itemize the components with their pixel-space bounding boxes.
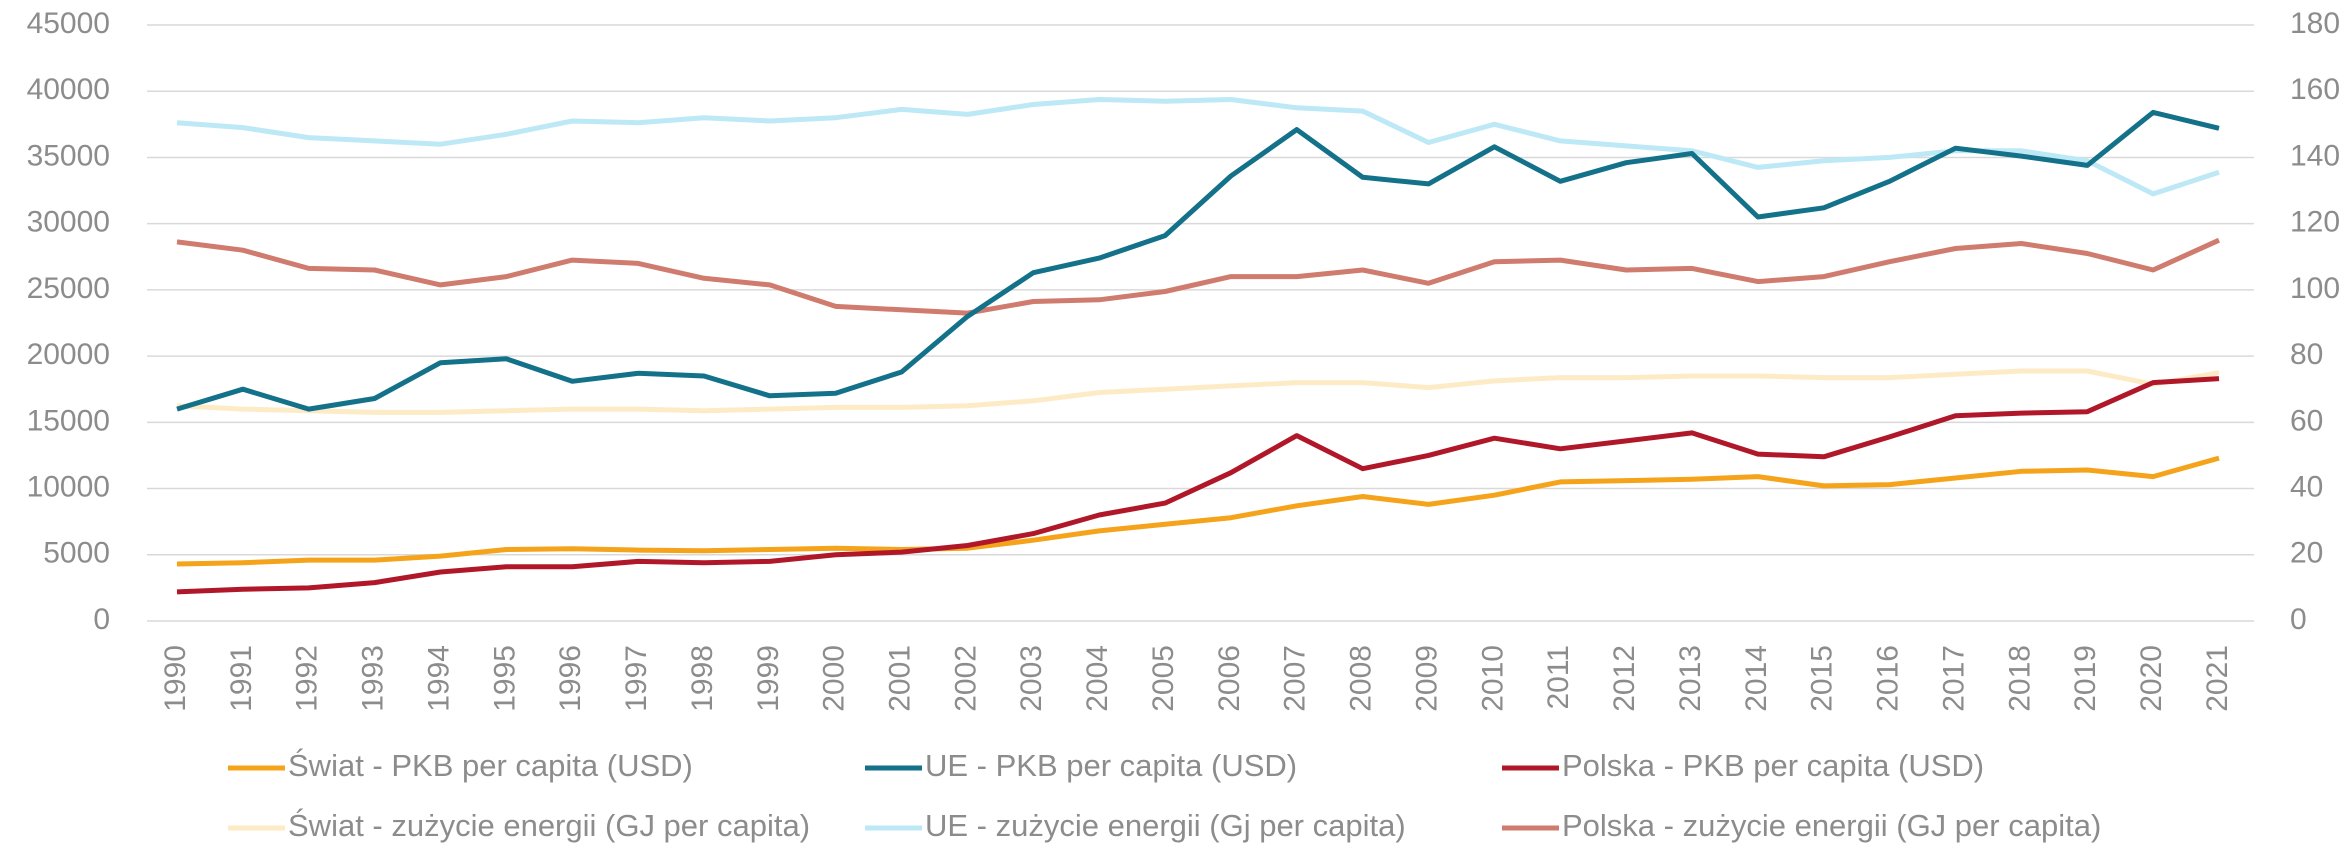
x-tick-label: 2015 <box>1806 645 1839 712</box>
x-tick-label: 1992 <box>291 645 324 712</box>
x-tick-label: 1990 <box>159 645 192 712</box>
legend-label: UE - zużycie energii (Gj per capita) <box>925 808 1406 843</box>
series-line <box>176 368 2220 415</box>
x-tick-label: 2008 <box>1345 645 1378 712</box>
y2-tick-label: 60 <box>2290 404 2323 437</box>
x-tick-label: 2012 <box>1608 645 1641 712</box>
x-tick-label: 2017 <box>1937 645 1970 712</box>
y-tick-label: 15000 <box>27 404 110 437</box>
y-tick-label: 45000 <box>27 7 110 40</box>
x-tick-label: 2007 <box>1279 645 1312 712</box>
series-line <box>176 97 2220 197</box>
series-line <box>176 237 2221 316</box>
y-tick-label: 30000 <box>27 206 110 239</box>
x-tick-label: 2019 <box>2069 645 2102 712</box>
y2-tick-label: 0 <box>2290 603 2307 636</box>
x-tick-label: 1998 <box>686 645 719 712</box>
series-line <box>176 376 2220 595</box>
x-tick-label: 2016 <box>1872 645 1905 712</box>
x-tick-label: 1991 <box>225 645 258 712</box>
x-tick-label: 1995 <box>488 645 521 712</box>
x-tick-label: 2009 <box>1410 645 1443 712</box>
legend-label: Świat - zużycie energii (GJ per capita) <box>288 807 810 843</box>
x-tick-label: 2013 <box>1674 645 1707 712</box>
x-tick-label: 1997 <box>620 645 653 712</box>
x-tick-label: 1993 <box>357 645 390 712</box>
y-tick-label: 20000 <box>27 338 110 371</box>
legend-label: Świat - PKB per capita (USD) <box>288 747 693 783</box>
x-tick-label: 2011 <box>1542 645 1575 710</box>
y-tick-label: 40000 <box>27 73 110 106</box>
y2-tick-label: 140 <box>2290 139 2340 172</box>
series-line <box>176 109 2220 412</box>
x-tick-label: 2000 <box>818 645 851 712</box>
x-tick-label: 2002 <box>949 645 982 712</box>
legend-label: Polska - PKB per capita (USD) <box>1562 748 1984 783</box>
x-tick-label: 2021 <box>2201 645 2234 712</box>
x-tick-label: 2005 <box>1147 645 1180 712</box>
y2-tick-label: 160 <box>2290 73 2340 106</box>
y2-tick-label: 40 <box>2290 470 2323 503</box>
y-tick-label: 0 <box>93 603 110 636</box>
y-tick-label: 5000 <box>43 537 110 570</box>
x-tick-label: 2014 <box>1740 645 1773 712</box>
x-tick-label: 1994 <box>422 645 455 712</box>
y-tick-label: 25000 <box>27 272 110 305</box>
legend-label: UE - PKB per capita (USD) <box>925 748 1297 783</box>
x-tick-label: 2010 <box>1476 645 1509 712</box>
y2-tick-label: 120 <box>2290 206 2340 239</box>
legend-label: Polska - zużycie energii (GJ per capita) <box>1562 808 2101 843</box>
x-tick-label: 2006 <box>1213 645 1246 712</box>
x-tick-label: 2003 <box>1015 645 1048 712</box>
y2-tick-label: 20 <box>2290 537 2323 570</box>
x-tick-label: 1999 <box>752 645 785 712</box>
x-tick-label: 2001 <box>884 645 917 712</box>
y2-tick-label: 80 <box>2290 338 2323 371</box>
y2-tick-label: 180 <box>2290 7 2340 40</box>
y-tick-label: 35000 <box>27 139 110 172</box>
y-tick-label: 10000 <box>27 470 110 503</box>
x-tick-label: 2004 <box>1081 645 1114 712</box>
x-tick-label: 1996 <box>554 645 587 712</box>
y2-tick-label: 100 <box>2290 272 2340 305</box>
x-tick-label: 2020 <box>2135 645 2168 712</box>
series-line <box>176 455 2220 567</box>
x-tick-label: 2018 <box>2003 645 2036 712</box>
